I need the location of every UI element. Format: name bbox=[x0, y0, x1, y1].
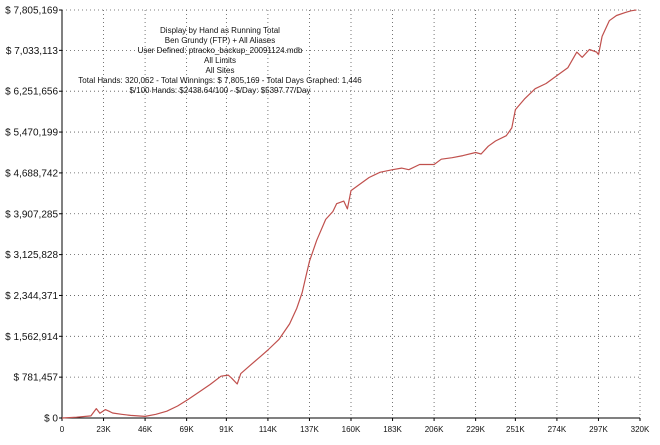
x-tick-label: 251K bbox=[506, 425, 525, 434]
x-tick-label: 137K bbox=[300, 425, 319, 434]
y-tick-label: $ 3,907,285 bbox=[5, 209, 58, 220]
y-tick-label: $ 781,457 bbox=[14, 373, 59, 384]
x-tick-label: 91K bbox=[219, 425, 234, 434]
y-tick-label: $ 2,344,371 bbox=[5, 291, 58, 302]
header-line: All Limits bbox=[204, 56, 236, 65]
y-tick-label: $ 1,562,914 bbox=[5, 332, 58, 343]
x-tick-label: 46K bbox=[138, 425, 153, 434]
y-tick-label: $ 7,033,113 bbox=[6, 46, 59, 57]
x-tick-label: 183K bbox=[383, 425, 402, 434]
x-tick-label: 320K bbox=[631, 425, 650, 434]
header-line: $/100 Hands: $2438.64/100 - $/Day: $5397… bbox=[129, 86, 310, 95]
x-tick-label: 274K bbox=[548, 425, 567, 434]
x-tick-label: 114K bbox=[259, 425, 278, 434]
header-line: Total Hands: 320,062 - Total Winnings: $… bbox=[78, 76, 362, 85]
x-tick-label: 23K bbox=[96, 425, 111, 434]
x-tick-label: 206K bbox=[425, 425, 444, 434]
x-tick-label: 160K bbox=[342, 425, 361, 434]
x-tick-label: 229K bbox=[466, 425, 485, 434]
y-tick-label: $ 7,805,169 bbox=[5, 6, 58, 17]
x-tick-label: 69K bbox=[180, 425, 195, 434]
x-tick-label: 297K bbox=[589, 425, 608, 434]
header-line: All Sites bbox=[206, 66, 235, 75]
y-tick-label: $ 4,688,742 bbox=[5, 168, 58, 179]
header-line: Ben Grundy (FTP) + All Aliases bbox=[165, 36, 276, 45]
y-tick-label: $ 6,251,656 bbox=[5, 87, 58, 98]
header-line: Display by Hand as Running Total bbox=[160, 26, 280, 35]
y-tick-label: $ 5,470,199 bbox=[5, 128, 58, 139]
header-line: User Defined: ptracko_backup_20091124.md… bbox=[138, 46, 303, 55]
series-line-0 bbox=[61, 9, 637, 419]
y-tick-label: $ 3,125,828 bbox=[5, 250, 58, 261]
x-tick-label: 0 bbox=[60, 425, 65, 434]
y-tick-label: $ 0 bbox=[44, 414, 58, 425]
gridlines bbox=[61, 9, 641, 419]
